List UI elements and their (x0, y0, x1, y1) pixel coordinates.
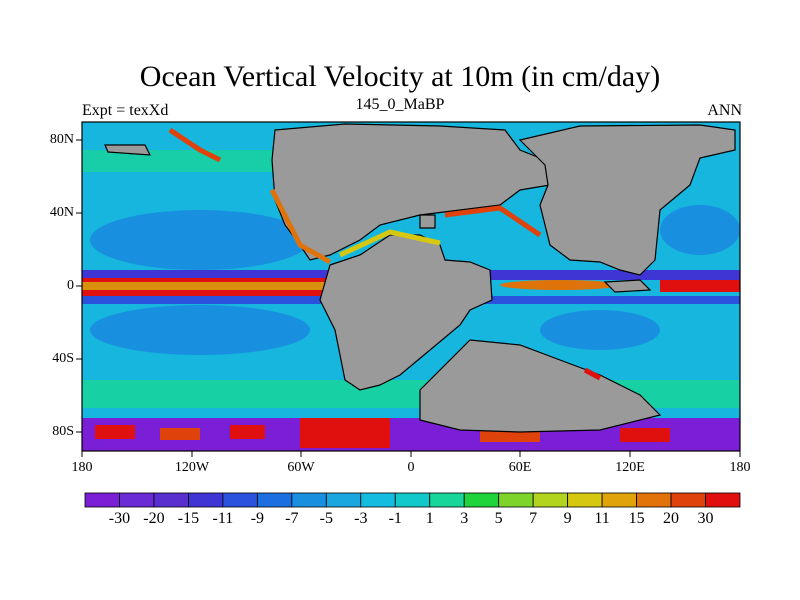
tethys-island (419, 214, 436, 229)
colorbar-box (532, 492, 569, 508)
colorbar-box (601, 492, 637, 508)
colorbar-box (153, 492, 189, 508)
season-label: ANN (707, 102, 742, 119)
equatorial-upwelling-core (82, 282, 332, 290)
colorbar-label: 11 (594, 510, 610, 527)
lon-label-120e: 120E (615, 460, 645, 475)
equatorial-upwelling-east (660, 280, 740, 292)
colorbar-label: -9 (250, 510, 265, 527)
colorbar-label: -11 (212, 510, 234, 527)
lat-label-40s: 40S (52, 351, 74, 366)
colorbar-box (325, 492, 362, 508)
colorbar-box (84, 492, 120, 508)
lon-label-0: 0 (407, 460, 415, 475)
colorbar-label: -30 (108, 510, 131, 527)
asian-landmass (518, 124, 736, 276)
lon-label-180e: 180 (729, 460, 751, 475)
north-american-eurasian-landmass (271, 123, 551, 261)
colorbar-box (567, 492, 603, 508)
colorbar-label: -5 (319, 510, 333, 527)
colorbar-box (636, 492, 672, 508)
so-patch-2 (160, 428, 200, 440)
colorbar-label: 15 (628, 510, 645, 527)
colorbar-box (498, 492, 534, 508)
colorbar-box (463, 492, 500, 508)
colorbar-label: 1 (425, 510, 434, 527)
map-title: Ocean Vertical Velocity at 10m (in cm/da… (139, 60, 661, 93)
northern-midlat-band (82, 150, 282, 172)
time-label: 145_0_MaBP (355, 96, 445, 113)
colorbar-label: 5 (494, 510, 503, 527)
so-patch-5 (480, 430, 540, 442)
lon-label-120w: 120W (174, 460, 210, 475)
so-patch-6 (620, 428, 670, 442)
colorbar-box (291, 492, 327, 508)
map-field (82, 122, 740, 451)
colorbar-label: 20 (663, 510, 680, 527)
so-patch-1 (95, 425, 135, 439)
lon-label-60e: 60E (508, 460, 532, 475)
colorbar-box (394, 492, 431, 508)
axis-ticks (76, 139, 741, 457)
lon-label-180w: 180 (71, 460, 93, 475)
lat-label-80n: 80N (49, 132, 74, 147)
colorbar-box (360, 492, 396, 508)
colorbar-label: 30 (697, 510, 714, 527)
east-pacific-downwelling (660, 205, 740, 255)
lat-label-80s: 80S (52, 424, 74, 439)
colorbar-label: -1 (388, 510, 402, 527)
tethys-island-2 (603, 279, 652, 293)
colorbar-label: 9 (563, 510, 572, 527)
colorbar-box (705, 492, 741, 508)
north-pacific-downwelling (90, 210, 310, 270)
coastal-upwelling (168, 127, 602, 381)
colorbar-label: -3 (354, 510, 368, 527)
gondwana-landmass (319, 234, 493, 391)
colorbar-box (429, 492, 465, 508)
colorbar-label: 7 (529, 510, 538, 527)
colorbar-label: 3 (460, 510, 469, 527)
arctic-island (104, 144, 152, 156)
south-pacific-downwelling (90, 305, 310, 355)
colorbar-label: -20 (143, 510, 165, 527)
south-tethys-downwelling (540, 310, 660, 350)
lat-label-eq: 0 (67, 278, 74, 293)
so-patch-4 (300, 418, 390, 448)
colorbar-box (256, 492, 293, 508)
colorbar-box (670, 492, 706, 508)
colorbar-box (222, 492, 258, 508)
experiment-label: Expt = texXd (82, 102, 169, 119)
so-patch-3 (230, 425, 265, 439)
colorbar (84, 492, 741, 508)
land-masses (104, 123, 736, 433)
colorbar-label: -7 (285, 510, 299, 527)
antarctic-australian-landmass (419, 339, 662, 433)
colorbar-label: -15 (177, 510, 200, 527)
equatorial-upwelling-tethys (500, 280, 620, 290)
colorbar-box (188, 492, 224, 508)
colorbar-box (119, 492, 155, 508)
lon-label-60w: 60W (287, 460, 315, 475)
lat-label-40n: 40N (49, 205, 74, 220)
